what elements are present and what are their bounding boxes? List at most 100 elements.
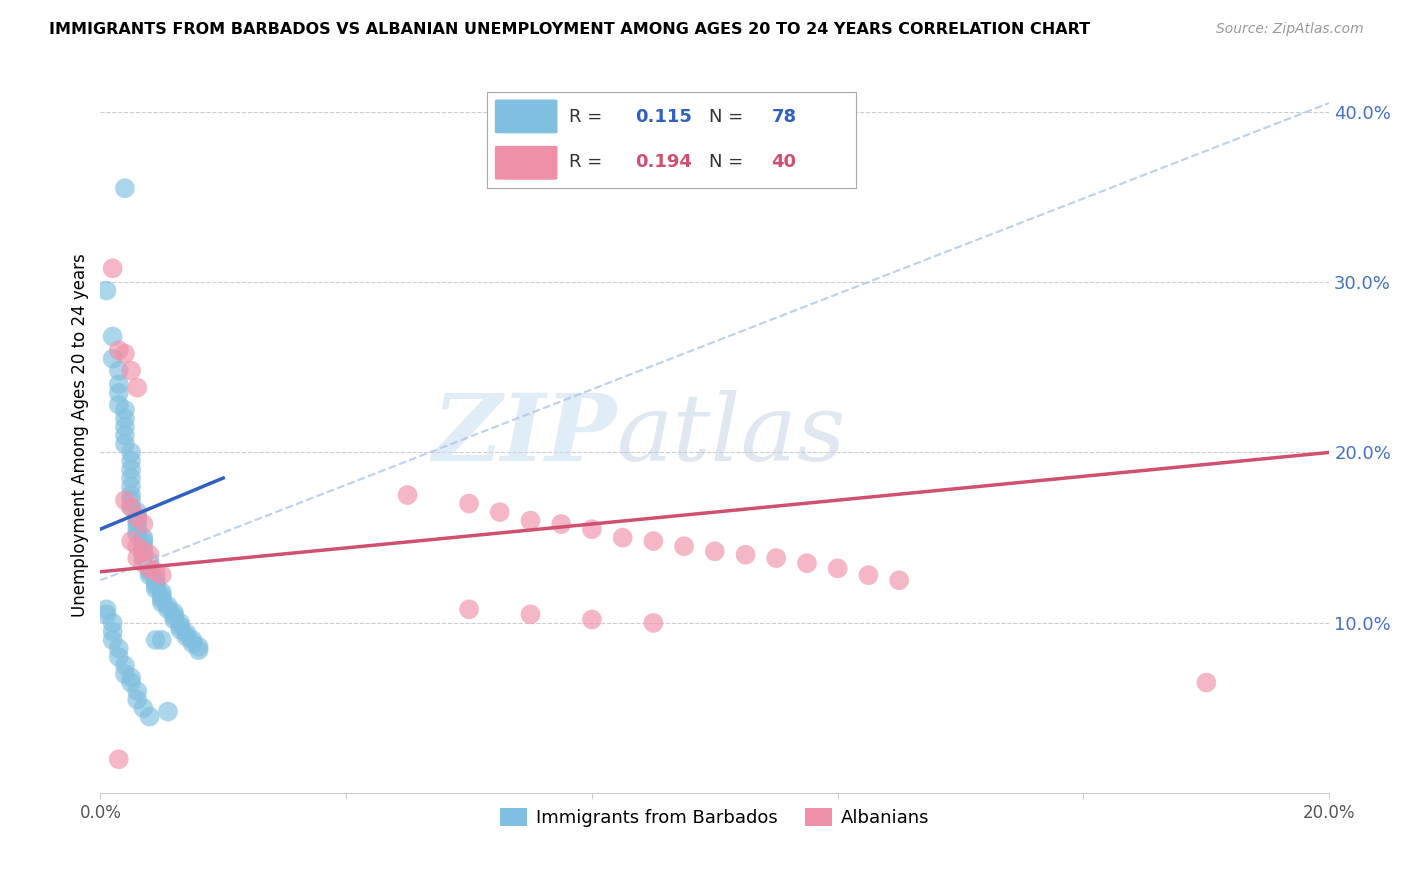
Point	[765, 551, 787, 566]
Point	[138, 568, 160, 582]
Point	[107, 641, 129, 656]
Point	[120, 500, 142, 514]
Point	[114, 181, 136, 195]
Point	[107, 385, 129, 400]
Point	[114, 437, 136, 451]
Point	[127, 381, 149, 395]
Point	[163, 609, 186, 624]
Point	[138, 561, 160, 575]
Point	[107, 343, 129, 358]
Point	[150, 592, 173, 607]
Point	[889, 574, 911, 588]
Point	[127, 539, 149, 553]
Point	[138, 561, 160, 575]
Point	[114, 658, 136, 673]
Text: ZIP: ZIP	[432, 391, 616, 481]
Point	[163, 612, 186, 626]
Point	[734, 548, 756, 562]
Point	[101, 632, 124, 647]
Point	[101, 261, 124, 276]
Point	[643, 534, 665, 549]
Point	[176, 626, 198, 640]
Point	[150, 568, 173, 582]
Point	[550, 516, 572, 531]
Point	[827, 561, 849, 575]
Point	[107, 650, 129, 665]
Point	[114, 411, 136, 425]
Point	[145, 574, 167, 589]
Point	[396, 488, 419, 502]
Point	[96, 607, 118, 622]
Point	[101, 329, 124, 343]
Point	[163, 606, 186, 620]
Point	[612, 531, 634, 545]
Point	[127, 510, 149, 524]
Point	[132, 531, 155, 545]
Point	[127, 505, 149, 519]
Point	[138, 709, 160, 723]
Point	[150, 595, 173, 609]
Text: Source: ZipAtlas.com: Source: ZipAtlas.com	[1216, 22, 1364, 37]
Point	[114, 428, 136, 442]
Point	[132, 534, 155, 549]
Point	[120, 471, 142, 485]
Point	[169, 619, 191, 633]
Point	[114, 402, 136, 417]
Point	[101, 624, 124, 639]
Point	[138, 555, 160, 569]
Point	[120, 493, 142, 508]
Point	[132, 542, 155, 557]
Point	[107, 398, 129, 412]
Point	[138, 548, 160, 562]
Point	[114, 346, 136, 360]
Point	[145, 565, 167, 579]
Point	[169, 615, 191, 630]
Point	[138, 565, 160, 579]
Point	[156, 599, 179, 613]
Point	[120, 488, 142, 502]
Point	[858, 568, 880, 582]
Text: IMMIGRANTS FROM BARBADOS VS ALBANIAN UNEMPLOYMENT AMONG AGES 20 TO 24 YEARS CORR: IMMIGRANTS FROM BARBADOS VS ALBANIAN UNE…	[49, 22, 1090, 37]
Point	[145, 632, 167, 647]
Point	[519, 607, 541, 622]
Point	[176, 630, 198, 644]
Point	[458, 497, 481, 511]
Point	[96, 602, 118, 616]
Point	[643, 615, 665, 630]
Point	[120, 445, 142, 459]
Point	[120, 670, 142, 684]
Point	[138, 558, 160, 572]
Point	[120, 462, 142, 476]
Point	[127, 684, 149, 698]
Point	[181, 636, 204, 650]
Point	[150, 632, 173, 647]
Point	[581, 522, 603, 536]
Point	[145, 578, 167, 592]
Text: atlas: atlas	[616, 391, 846, 481]
Point	[114, 667, 136, 681]
Point	[488, 505, 510, 519]
Y-axis label: Unemployment Among Ages 20 to 24 years: Unemployment Among Ages 20 to 24 years	[72, 253, 89, 617]
Point	[181, 632, 204, 647]
Point	[796, 556, 818, 570]
Point	[127, 514, 149, 528]
Point	[120, 534, 142, 549]
Point	[132, 539, 155, 553]
Point	[458, 602, 481, 616]
Point	[127, 510, 149, 524]
Legend: Immigrants from Barbados, Albanians: Immigrants from Barbados, Albanians	[494, 801, 936, 834]
Point	[127, 692, 149, 706]
Point	[107, 377, 129, 392]
Point	[150, 589, 173, 603]
Point	[96, 284, 118, 298]
Point	[127, 522, 149, 536]
Point	[703, 544, 725, 558]
Point	[132, 701, 155, 715]
Point	[169, 623, 191, 637]
Point	[127, 516, 149, 531]
Point	[132, 544, 155, 558]
Point	[519, 514, 541, 528]
Point	[673, 539, 696, 553]
Point	[132, 551, 155, 566]
Point	[120, 479, 142, 493]
